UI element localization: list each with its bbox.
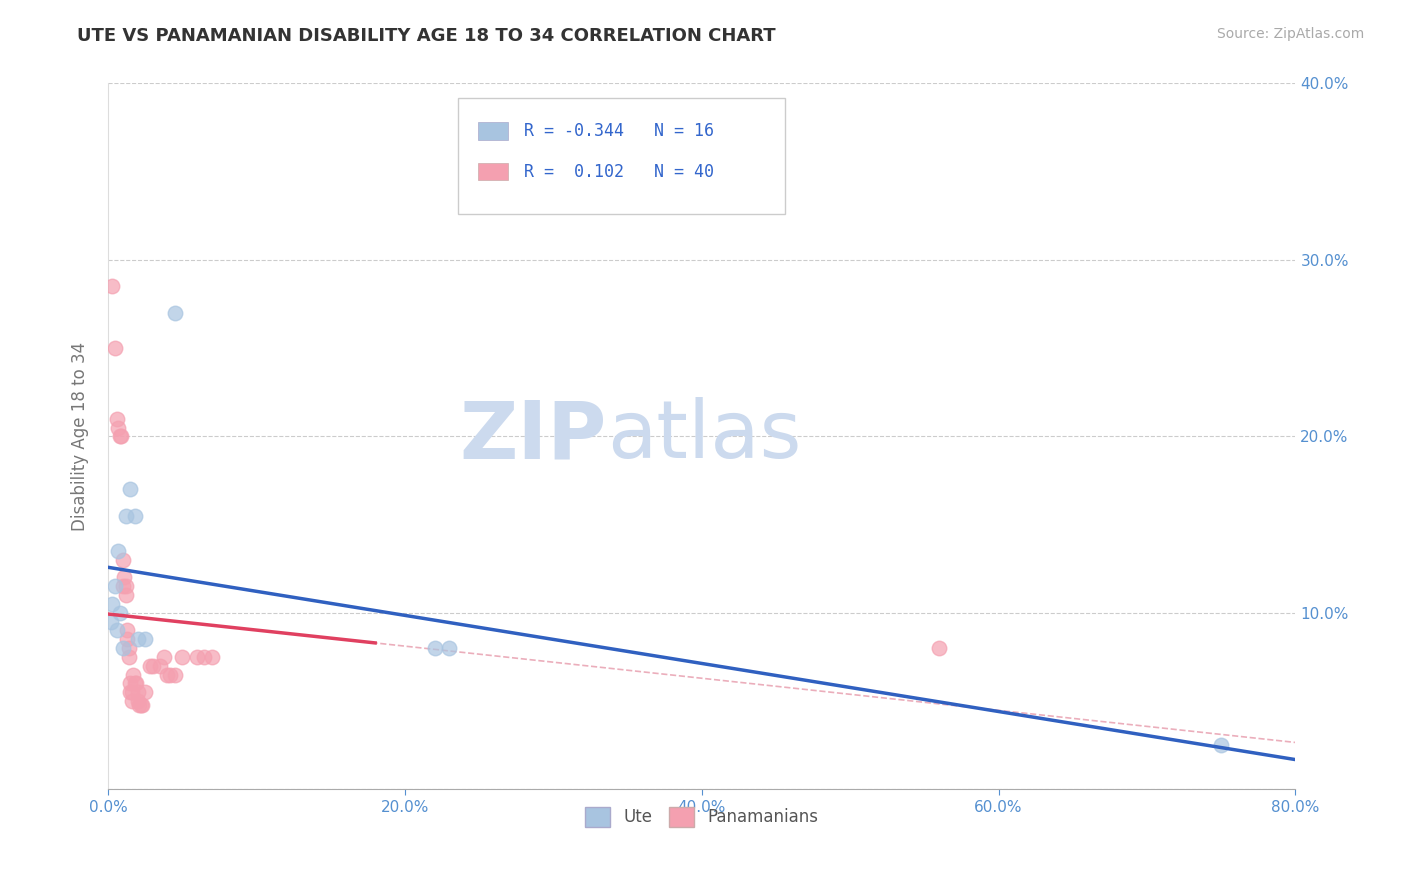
Point — [193, 649, 215, 664]
Point — [134, 632, 156, 647]
Point — [163, 667, 186, 681]
Point — [107, 420, 129, 434]
Point — [104, 579, 127, 593]
Point — [439, 641, 461, 656]
Point — [121, 694, 143, 708]
Point — [127, 694, 149, 708]
Text: ZIP: ZIP — [460, 397, 607, 475]
Point — [124, 676, 146, 690]
Text: R = -0.344   N = 16: R = -0.344 N = 16 — [523, 121, 714, 140]
Point — [138, 658, 160, 673]
Point — [111, 641, 134, 656]
Point — [118, 649, 141, 664]
Point — [101, 279, 124, 293]
Text: atlas: atlas — [607, 397, 801, 475]
Point — [117, 632, 139, 647]
Bar — [478, 163, 508, 180]
Point — [156, 667, 179, 681]
Point — [112, 570, 135, 584]
Point — [153, 649, 176, 664]
Point — [121, 685, 143, 699]
Point — [141, 658, 163, 673]
Point — [117, 624, 139, 638]
Legend: Ute, Panamanians: Ute, Panamanians — [578, 800, 825, 834]
Text: UTE VS PANAMANIAN DISABILITY AGE 18 TO 34 CORRELATION CHART: UTE VS PANAMANIAN DISABILITY AGE 18 TO 3… — [77, 27, 776, 45]
Point — [111, 579, 134, 593]
Point — [122, 667, 145, 681]
Point — [1211, 738, 1233, 752]
Point — [100, 615, 122, 629]
Point — [127, 685, 149, 699]
Point — [134, 685, 156, 699]
Point — [149, 658, 172, 673]
Bar — [478, 122, 508, 139]
Point — [111, 553, 134, 567]
Point — [101, 597, 124, 611]
Point — [163, 306, 186, 320]
Point — [114, 588, 136, 602]
Point — [201, 649, 224, 664]
Point — [186, 649, 208, 664]
Point — [120, 676, 142, 690]
Point — [107, 544, 129, 558]
Point — [423, 641, 446, 656]
Point — [114, 508, 136, 523]
Point — [159, 667, 181, 681]
Point — [120, 685, 142, 699]
Point — [127, 632, 149, 647]
Text: Source: ZipAtlas.com: Source: ZipAtlas.com — [1216, 27, 1364, 41]
Point — [120, 483, 142, 497]
Point — [125, 676, 148, 690]
Point — [928, 641, 950, 656]
Point — [129, 698, 152, 712]
FancyBboxPatch shape — [458, 97, 785, 214]
Point — [110, 429, 132, 443]
Point — [114, 579, 136, 593]
Y-axis label: Disability Age 18 to 34: Disability Age 18 to 34 — [72, 342, 89, 531]
Point — [105, 411, 128, 425]
Point — [172, 649, 194, 664]
Text: R =  0.102   N = 40: R = 0.102 N = 40 — [523, 162, 714, 181]
Point — [105, 624, 128, 638]
Point — [108, 429, 131, 443]
Point — [131, 698, 153, 712]
Point — [118, 641, 141, 656]
Point — [124, 508, 146, 523]
Point — [128, 698, 150, 712]
Point — [104, 341, 127, 355]
Point — [108, 606, 131, 620]
